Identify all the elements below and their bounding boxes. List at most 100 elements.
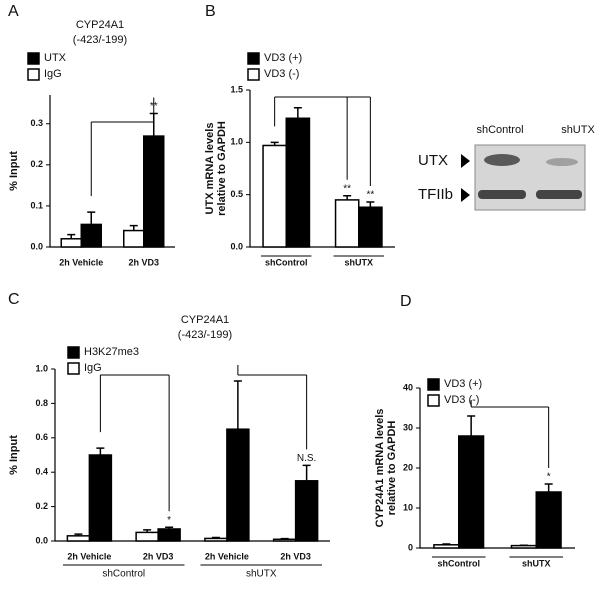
y-tick-label: 0 <box>408 542 413 552</box>
chart-title: CYP24A1 <box>76 19 124 31</box>
y-tick-label: 0.8 <box>35 398 48 408</box>
bar <box>227 429 249 541</box>
x-tick-label: 2h Vehicle <box>59 257 103 267</box>
row-label: UTX <box>418 152 448 169</box>
lane-label: shUTX <box>561 124 595 136</box>
x-tick-label: 2h VD3 <box>143 551 174 561</box>
error-bar <box>303 465 311 480</box>
y-tick-label: 0.2 <box>35 501 48 511</box>
western-blot: shControl shUTX UTX TFIIb <box>418 124 595 210</box>
bar <box>296 481 318 541</box>
blot-image <box>475 145 585 210</box>
legend-swatch <box>428 395 439 406</box>
panel-label: B <box>205 3 216 20</box>
x-tick-label: shControl <box>265 257 308 267</box>
bar <box>158 529 180 541</box>
x-tick-label: 2h VD3 <box>280 551 311 561</box>
legend-label: VD3 (-) <box>264 68 299 80</box>
chart-title: (-423/-199) <box>178 329 232 341</box>
bar <box>124 231 144 247</box>
x-tick-label: 2h Vehicle <box>205 551 249 561</box>
bar <box>536 492 561 548</box>
legend-label: IgG <box>44 68 62 80</box>
legend-swatch <box>28 69 39 80</box>
error-bar <box>87 212 95 224</box>
x-tick-label: shUTX <box>344 257 373 267</box>
y-tick-label: 20 <box>403 462 413 472</box>
group-label: shUTX <box>246 569 277 580</box>
y-tick-label: 10 <box>403 502 413 512</box>
annotation: * <box>167 515 171 526</box>
bar <box>136 532 158 541</box>
y-tick-label: 0.3 <box>30 118 43 128</box>
bar <box>144 136 164 247</box>
y-axis-label: CYP24A1 mRNA levels <box>374 409 386 528</box>
bar <box>263 145 286 247</box>
y-tick-label: 0.4 <box>35 467 48 477</box>
bar <box>61 239 81 247</box>
lane-label: shControl <box>476 124 523 136</box>
row-arrow <box>461 188 470 202</box>
blot-band <box>546 158 578 166</box>
y-tick-label: 1.0 <box>35 363 48 373</box>
y-tick-label: 0.6 <box>35 432 48 442</box>
y-tick-label: 0.2 <box>30 159 43 169</box>
legend-label: VD3 (-) <box>444 394 479 406</box>
annotation: ** <box>343 183 351 194</box>
y-axis-label: relative to GAPDH <box>386 421 398 516</box>
x-tick-label: shUTX <box>522 558 551 568</box>
annotation: ** <box>366 190 374 201</box>
bar <box>286 118 309 247</box>
y-axis-label: UTX mRNA levels <box>204 123 216 215</box>
error-bar <box>366 202 374 207</box>
error-bar <box>442 544 450 545</box>
panel-label: A <box>8 3 19 20</box>
legend-label: UTX <box>44 52 67 64</box>
bar <box>205 538 227 541</box>
blot-band <box>478 190 526 199</box>
y-tick-label: 0.0 <box>35 535 48 545</box>
y-tick-label: 0.0 <box>230 241 243 251</box>
y-axis-label: % Input <box>8 435 20 475</box>
bar <box>434 545 459 548</box>
group-label: shControl <box>102 569 145 580</box>
bar <box>511 546 536 548</box>
bar <box>359 207 382 247</box>
chart-title: (-423/-199) <box>73 34 127 46</box>
y-tick-label: 1.0 <box>230 137 243 147</box>
bar <box>89 455 111 541</box>
legend-swatch <box>68 347 79 358</box>
legend-swatch <box>68 363 79 374</box>
panel-label: D <box>400 293 412 310</box>
error-bar <box>294 108 302 118</box>
panel-label: C <box>8 291 20 308</box>
y-tick-label: 0.0 <box>30 241 43 251</box>
legend-label: IgG <box>84 362 102 374</box>
x-tick-label: shControl <box>438 558 481 568</box>
chart-title: CYP24A1 <box>181 314 229 326</box>
bar <box>67 536 89 541</box>
bar <box>274 539 296 541</box>
y-tick-label: 1.5 <box>230 84 243 94</box>
legend-label: H3K27me3 <box>84 346 139 358</box>
annotation: N.S. <box>297 453 316 464</box>
x-tick-label: 2h Vehicle <box>67 551 111 561</box>
blot-band <box>484 154 520 166</box>
error-bar <box>234 381 242 429</box>
legend-swatch <box>248 53 259 64</box>
annotation: * <box>547 472 551 483</box>
y-tick-label: 30 <box>403 422 413 432</box>
row-arrow <box>461 154 470 168</box>
error-bar <box>281 539 289 540</box>
blot-band <box>536 190 582 199</box>
error-bar <box>467 416 475 436</box>
legend-swatch <box>248 69 259 80</box>
row-label: TFIIb <box>418 186 453 203</box>
bar <box>336 200 359 247</box>
legend-swatch <box>28 53 39 64</box>
error-bar <box>212 538 220 539</box>
x-tick-label: 2h VD3 <box>128 257 159 267</box>
y-tick-label: 0.1 <box>30 200 43 210</box>
legend-swatch <box>428 379 439 390</box>
